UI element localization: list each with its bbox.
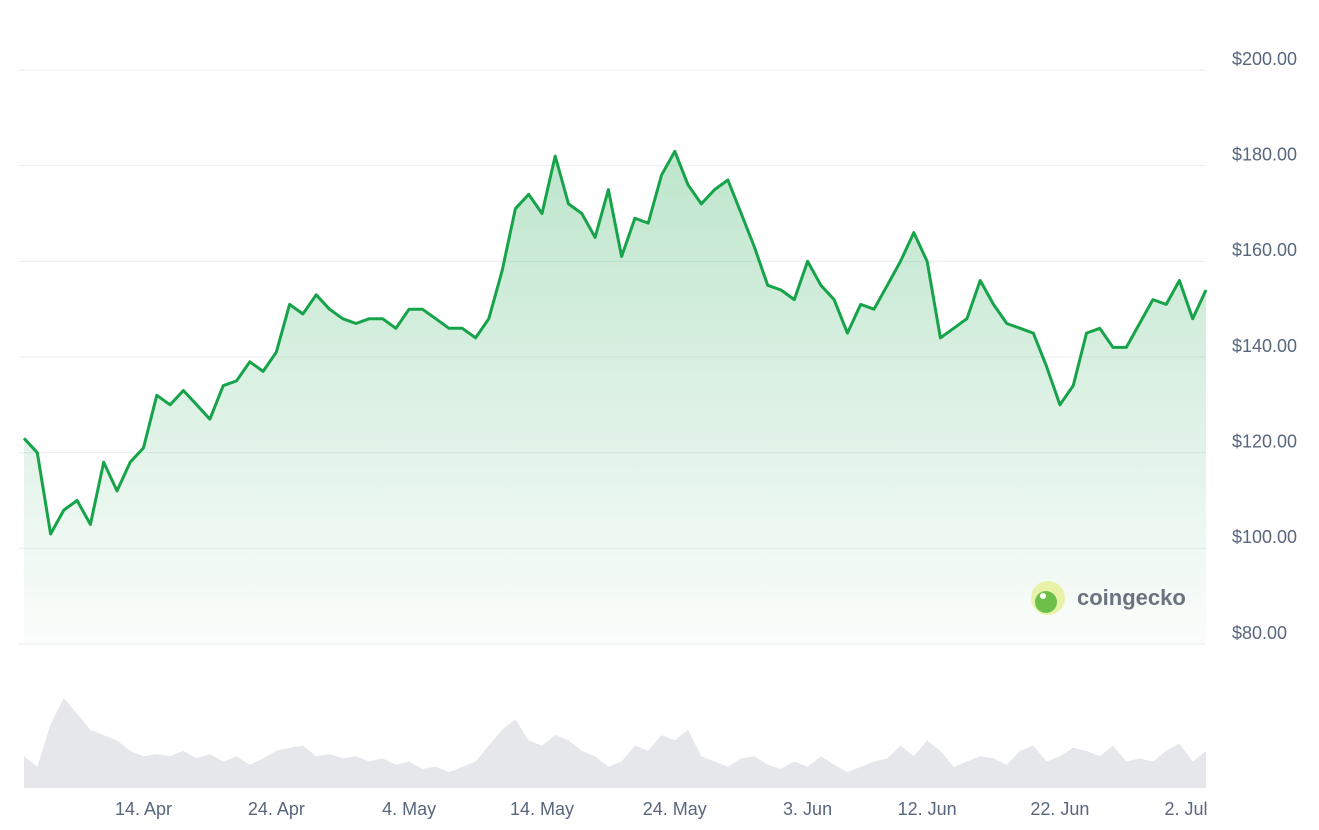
watermark: coingecko — [1031, 581, 1186, 615]
x-tick-label: 22. Jun — [1030, 799, 1089, 819]
watermark-logo-inner — [1035, 591, 1057, 613]
watermark-logo-eye — [1040, 593, 1046, 599]
x-tick-label: 14. May — [510, 799, 574, 819]
y-tick-label: $160.00 — [1232, 240, 1297, 260]
x-tick-label: 2. Jul — [1164, 799, 1207, 819]
y-tick-label: $100.00 — [1232, 527, 1297, 547]
x-tick-label: 12. Jun — [898, 799, 957, 819]
price-line — [22, 149, 1208, 536]
x-tick-label: 4. May — [382, 799, 436, 819]
volume-area — [24, 698, 1206, 788]
watermark-text: coingecko — [1077, 585, 1186, 610]
y-tick-label: $200.00 — [1232, 49, 1297, 69]
x-tick-label: 14. Apr — [115, 799, 172, 819]
x-tick-label: 24. May — [643, 799, 707, 819]
y-tick-label: $80.00 — [1232, 623, 1287, 643]
x-tick-label: 24. Apr — [248, 799, 305, 819]
price-area — [24, 151, 1206, 645]
y-tick-label: $120.00 — [1232, 431, 1297, 451]
y-tick-label: $140.00 — [1232, 336, 1297, 356]
y-tick-label: $180.00 — [1232, 144, 1297, 164]
x-tick-label: 3. Jun — [783, 799, 832, 819]
